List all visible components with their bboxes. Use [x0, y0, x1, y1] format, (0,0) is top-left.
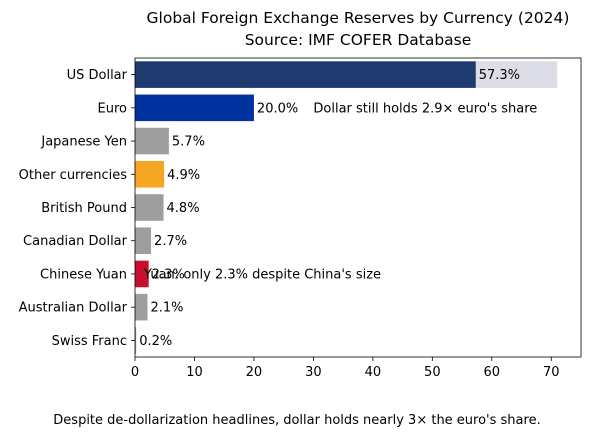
y-tick-label: US Dollar: [67, 68, 128, 83]
x-tick-label: 70: [543, 365, 560, 380]
x-tick-label: 40: [365, 365, 382, 380]
y-tick-label: Other currencies: [19, 168, 128, 183]
annotation: Dollar still holds 2.9× euro's share: [313, 101, 537, 116]
bar: [135, 260, 149, 288]
x-tick-label: 50: [424, 365, 441, 380]
data-label: 2.3%: [152, 267, 185, 282]
x-tick-label: 10: [186, 365, 203, 380]
y-tick-label: Euro: [98, 101, 128, 116]
bar: [135, 127, 169, 155]
data-label: 2.7%: [154, 234, 187, 249]
bar: [135, 160, 165, 188]
data-label: 0.2%: [139, 334, 172, 349]
y-tick-label: Australian Dollar: [19, 301, 128, 316]
bar: [135, 61, 476, 88]
plot-frame: [134, 57, 582, 358]
chart-subtitle: Source: IMF COFER Database: [245, 31, 472, 49]
x-tick-label: 60: [484, 365, 501, 380]
data-label: 20.0%: [257, 101, 298, 116]
y-tick-label: Japanese Yen: [40, 135, 127, 150]
x-tick-label: 20: [246, 365, 263, 380]
data-label: 57.3%: [479, 68, 520, 83]
chart-caption: Despite de-dollarization headlines, doll…: [53, 413, 541, 428]
bar: [135, 227, 152, 255]
y-tick-label: Chinese Yuan: [40, 267, 127, 282]
bar: [135, 327, 137, 354]
annotation: Yuan: only 2.3% despite China's size: [143, 267, 381, 282]
chart-title: Global Foreign Exchange Reserves by Curr…: [147, 9, 570, 27]
bar: [135, 94, 254, 122]
plot-area: 57.3% US Dollar 20.0% Euro 5.7% Japanese Yen 4…: [19, 57, 582, 380]
x-tick-label: 0: [131, 365, 139, 380]
data-label: 4.9%: [167, 168, 200, 183]
y-tick-label: British Pound: [41, 201, 127, 216]
data-label: 5.7%: [172, 135, 205, 150]
x-tick-label: 30: [305, 365, 322, 380]
y-tick-label: Canadian Dollar: [23, 234, 128, 249]
data-label: 4.8%: [167, 201, 200, 216]
bar: [135, 194, 164, 221]
bar: [135, 293, 148, 321]
y-tick-label: Swiss Franc: [52, 334, 127, 349]
data-label: 2.1%: [150, 301, 183, 316]
